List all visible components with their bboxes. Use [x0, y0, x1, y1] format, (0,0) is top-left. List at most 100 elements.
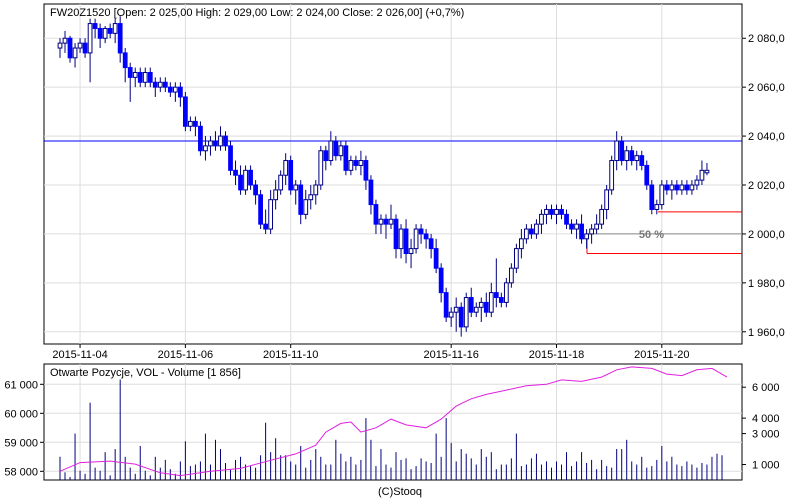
candle-body [243, 169, 248, 191]
candle-body [353, 160, 359, 166]
candle-body [498, 297, 504, 303]
candle-body [654, 204, 660, 210]
candle-body [423, 233, 429, 240]
candle-body [97, 27, 103, 39]
price-x-tick-label: 2015-11-06 [158, 349, 213, 361]
candle-body [258, 194, 263, 225]
candle-body [303, 199, 309, 215]
candle-body [238, 174, 243, 191]
fib-level-label: 50 % [639, 229, 664, 241]
price-y-tick-label: 2 040,0 [748, 131, 785, 143]
candle-body [614, 140, 620, 162]
candle-body [152, 81, 158, 88]
candle-body [378, 218, 384, 225]
candle-body [193, 120, 198, 127]
candle-body [473, 306, 479, 313]
candle-body [684, 184, 690, 191]
candle-body [313, 184, 319, 196]
candle-body [293, 184, 299, 191]
candle-body [298, 184, 304, 215]
volume-panel-frame [43, 363, 743, 481]
candle-body [674, 184, 680, 191]
candle-body [508, 267, 514, 284]
candle-body [468, 297, 474, 313]
price-y-tick-label: 1 960,0 [748, 327, 785, 339]
oi-tick-label: 59 000 [4, 437, 38, 449]
volume-tick-label: 3 000 [752, 429, 780, 441]
candle-body [433, 248, 439, 269]
candle-body [338, 145, 344, 157]
price-chart-header: FW20Z1520 [Open: 2 025,00 High: 2 029,00… [50, 7, 464, 19]
candle-body [92, 23, 98, 29]
candle-body [478, 301, 484, 308]
candle-body [453, 306, 459, 313]
price-x-axis: 2015-11-04 2015-11-06 2015-11-10 2015-11-16… [52, 344, 690, 361]
candle-body [167, 86, 173, 93]
candle-body [463, 297, 469, 328]
candle-body [182, 96, 188, 127]
oi-tick-label: 60 000 [4, 408, 38, 420]
price-x-tick-label: 2015-11-18 [529, 349, 584, 361]
candle-body [358, 160, 364, 166]
candle-body [363, 160, 369, 181]
candle-body [649, 184, 655, 210]
candle-body [273, 189, 279, 201]
candle-body [689, 184, 695, 191]
candle-body [664, 184, 670, 191]
candle-body [493, 292, 499, 299]
candle-body [223, 135, 228, 147]
candle-body [323, 150, 329, 162]
candle-body [669, 184, 675, 191]
candle-body [629, 150, 635, 162]
candle-body [448, 311, 454, 318]
oi-tick-label: 58 000 [4, 466, 38, 478]
candle-body [263, 223, 269, 230]
price-x-tick-label: 2015-11-10 [263, 349, 318, 361]
candle-body [619, 140, 625, 162]
candle-body [443, 292, 449, 318]
candle-body [137, 71, 143, 83]
candle-body [524, 228, 529, 240]
candle-body [268, 199, 274, 230]
candle-body [147, 71, 153, 83]
candle-body [308, 194, 314, 201]
volume-axis: 1 000 3 000 4 000 6 000 [742, 382, 780, 472]
candle-body [208, 140, 213, 147]
candle-body [57, 42, 63, 49]
candle-body [177, 86, 183, 98]
oi-tick-label: 61 000 [4, 379, 38, 391]
price-x-tick-label: 2015-11-04 [52, 349, 107, 361]
candle-body [213, 140, 218, 147]
price-y-tick-label: 2 020,0 [748, 180, 785, 192]
candle-body [529, 228, 534, 235]
candle-body [534, 223, 539, 235]
candle-body [62, 37, 68, 44]
price-x-tick-label: 2015-11-20 [634, 349, 689, 361]
candle-body [228, 145, 233, 171]
candle-body [594, 223, 600, 230]
candle-body [72, 47, 78, 59]
candle-body [203, 145, 208, 152]
copyright-footer: (C)Stooq [378, 486, 422, 498]
volume-tick-label: 6 000 [752, 382, 780, 394]
candle-body [574, 223, 579, 230]
candle-body [704, 169, 710, 174]
candle-body [569, 223, 574, 230]
price-y-tick-label: 2 000,0 [748, 229, 785, 241]
price-y-tick-label: 1 980,0 [748, 278, 785, 290]
candle-body [278, 174, 284, 191]
volume-tick-label: 4 000 [752, 413, 780, 425]
candle-body [609, 160, 615, 191]
candle-body [599, 208, 605, 225]
price-y-axis: 1 960,0 1 980,0 2 000,0 2 020,0 2 040,0 2 060… [742, 33, 785, 339]
candle-body [318, 150, 324, 186]
candle-body [157, 81, 163, 88]
candle-body [398, 228, 404, 250]
candle-body [162, 81, 168, 88]
candle-body [644, 164, 650, 186]
candle-body [589, 228, 594, 235]
candle-body [564, 213, 569, 225]
candle-body [458, 306, 464, 328]
volume-grid [44, 364, 742, 480]
candle-body [428, 238, 434, 250]
